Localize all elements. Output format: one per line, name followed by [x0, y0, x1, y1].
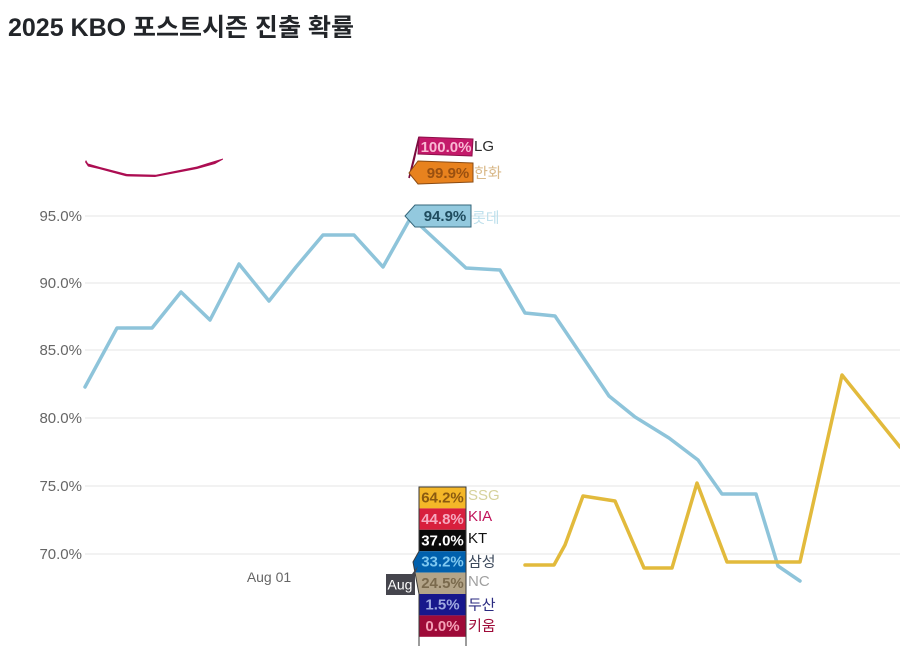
svg-text:75.0%: 75.0% — [39, 478, 82, 495]
svg-text:95.0%: 95.0% — [39, 208, 82, 225]
svg-text:44.8%: 44.8% — [421, 511, 464, 528]
svg-text:90.0%: 90.0% — [39, 275, 82, 292]
svg-text:1.5%: 1.5% — [425, 597, 459, 614]
svg-text:24.5%: 24.5% — [421, 575, 464, 592]
svg-text:94.9%: 94.9% — [424, 208, 467, 225]
svg-text:80.0%: 80.0% — [39, 410, 82, 427]
svg-text:70.0%: 70.0% — [39, 546, 82, 563]
svg-text:37.0%: 37.0% — [421, 532, 464, 549]
svg-text:64.2%: 64.2% — [421, 490, 464, 507]
svg-text:0.0%: 0.0% — [425, 618, 459, 635]
svg-text:99.9%: 99.9% — [427, 165, 470, 182]
svg-text:85.0%: 85.0% — [39, 342, 82, 359]
svg-text:Aug 01: Aug 01 — [247, 569, 292, 585]
svg-text:Aug: Aug — [388, 577, 413, 593]
svg-text:33.2%: 33.2% — [421, 554, 464, 571]
